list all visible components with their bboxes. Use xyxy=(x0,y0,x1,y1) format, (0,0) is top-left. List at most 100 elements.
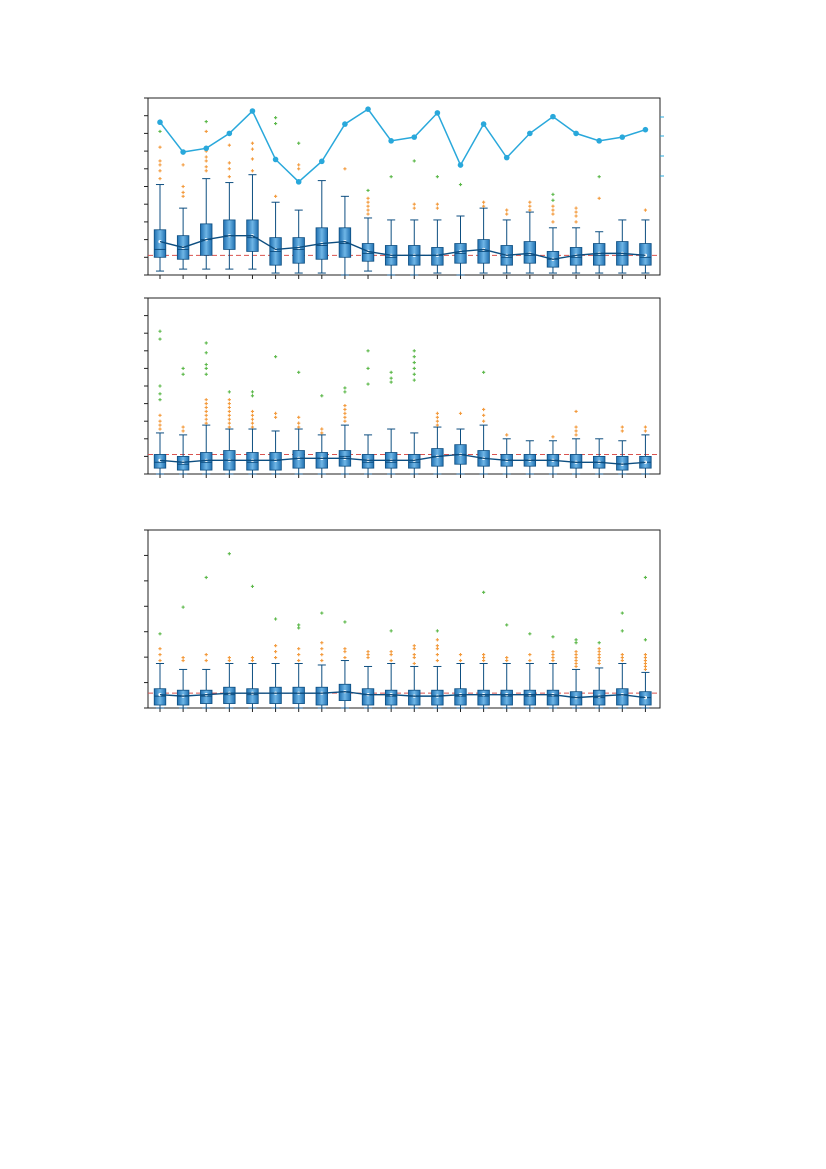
outlier-mild xyxy=(273,194,278,198)
outlier-extreme xyxy=(158,632,162,636)
outlier-extreme xyxy=(620,629,624,633)
box-body xyxy=(246,688,259,704)
outlier-extreme xyxy=(273,617,278,621)
box-4 xyxy=(223,143,236,270)
box-body xyxy=(153,229,167,258)
outlier-mild xyxy=(227,421,231,425)
outlier-mild xyxy=(412,655,416,660)
outlier-mild xyxy=(250,425,255,429)
chart-panel-top xyxy=(144,97,664,279)
box-13 xyxy=(431,411,444,475)
box-4 xyxy=(223,552,236,709)
outlier-extreme xyxy=(158,398,162,402)
outlier-mild xyxy=(158,413,162,417)
outlier-mild xyxy=(227,409,231,414)
outlier-extreme xyxy=(412,360,416,365)
outlier-mild xyxy=(204,129,208,134)
outlier-mild xyxy=(435,653,439,657)
box-body xyxy=(200,689,213,704)
outlier-mild xyxy=(551,435,555,439)
outlier-mild xyxy=(643,425,648,429)
outlier-extreme xyxy=(250,584,255,588)
outlier-mild xyxy=(273,655,278,660)
outlier-extreme xyxy=(158,392,162,396)
outlier-extreme xyxy=(551,192,555,196)
box-11 xyxy=(384,370,398,475)
outlier-mild xyxy=(158,177,162,181)
outlier-mild xyxy=(227,658,231,663)
outlier-mild xyxy=(435,206,439,210)
outlier-mild xyxy=(181,163,185,167)
outlier-extreme xyxy=(366,382,370,386)
outlier-mild xyxy=(597,658,601,663)
outlier-mild xyxy=(204,398,208,402)
box-11 xyxy=(384,175,398,276)
secondary-series-point xyxy=(434,110,441,116)
outlier-mild xyxy=(366,655,370,660)
box-10 xyxy=(361,349,375,475)
box-6 xyxy=(269,355,282,475)
outlier-mild xyxy=(158,658,162,663)
outlier-extreme xyxy=(574,641,578,645)
box-body xyxy=(384,689,398,706)
box-5 xyxy=(246,141,259,270)
box-body xyxy=(292,686,305,704)
box-16 xyxy=(500,623,513,709)
outlier-extreme xyxy=(366,349,370,353)
outlier-extreme xyxy=(574,638,578,642)
outlier-mild xyxy=(204,653,208,657)
outlier-mild xyxy=(505,208,509,212)
outlier-mild xyxy=(412,661,416,666)
outlier-mild xyxy=(389,650,393,654)
outlier-mild xyxy=(412,644,416,648)
outlier-mild xyxy=(574,214,578,218)
outlier-mild xyxy=(643,658,648,663)
secondary-series-point xyxy=(365,106,371,112)
outlier-mild xyxy=(343,419,347,423)
box-6 xyxy=(269,617,282,709)
outlier-extreme xyxy=(273,116,278,120)
outlier-extreme xyxy=(181,605,185,609)
outlier-extreme xyxy=(458,182,463,187)
outlier-extreme xyxy=(181,366,185,370)
outlier-mild xyxy=(505,658,509,663)
box-12 xyxy=(408,349,421,475)
outlier-mild xyxy=(320,658,324,663)
outlier-mild xyxy=(320,647,324,651)
outlier-mild xyxy=(250,417,255,421)
secondary-series-point xyxy=(619,134,626,140)
box-18 xyxy=(546,192,560,274)
outlier-extreme xyxy=(343,390,347,394)
outlier-mild xyxy=(343,167,347,171)
outlier-extreme xyxy=(435,175,439,179)
outlier-mild xyxy=(297,415,301,419)
outlier-mild xyxy=(158,419,162,423)
outlier-mild xyxy=(343,403,347,408)
outlier-mild xyxy=(551,220,555,224)
outlier-extreme xyxy=(297,370,301,374)
secondary-series-point xyxy=(295,179,302,185)
outlier-mild xyxy=(366,650,370,654)
box-13 xyxy=(431,175,444,274)
outlier-mild xyxy=(297,653,301,657)
box-body xyxy=(315,452,328,469)
outlier-mild xyxy=(551,212,555,216)
box-8 xyxy=(315,394,328,475)
outlier-extreme xyxy=(389,380,393,384)
outlier-mild xyxy=(204,421,208,425)
box-9 xyxy=(338,167,352,276)
outlier-mild xyxy=(227,175,231,179)
secondary-series-point xyxy=(157,119,163,126)
box-18 xyxy=(546,435,560,475)
outlier-mild xyxy=(458,653,463,657)
box-3 xyxy=(200,341,213,475)
outlier-extreme xyxy=(389,376,393,380)
outlier-extreme xyxy=(435,629,439,633)
outlier-mild xyxy=(620,655,624,660)
outlier-extreme xyxy=(204,575,208,580)
outlier-mild xyxy=(435,415,439,419)
box-body xyxy=(477,689,490,706)
outlier-mild xyxy=(620,425,624,429)
outlier-mild xyxy=(204,155,208,159)
outlier-mild xyxy=(551,650,555,654)
